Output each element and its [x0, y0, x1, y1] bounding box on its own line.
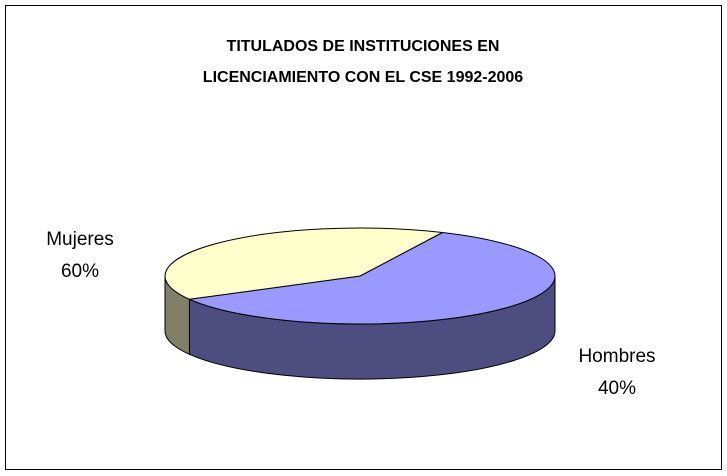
pie-slice	[164, 227, 445, 300]
pie-slice	[187, 231, 556, 325]
chart-title: TITULADOS DE INSTITUCIONES EN	[227, 38, 500, 55]
data-label-value: 40%	[598, 378, 636, 399]
chart-title: LICENCIAMIENTO CON EL CSE 1992-2006	[203, 69, 523, 86]
data-label-value: 60%	[61, 261, 99, 282]
data-label-name: Hombres	[578, 346, 655, 367]
data-label-name: Mujeres	[46, 229, 114, 250]
